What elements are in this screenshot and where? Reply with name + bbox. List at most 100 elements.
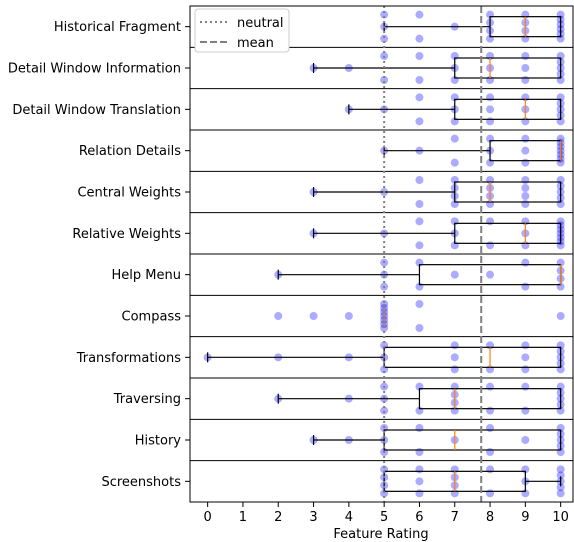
y-tick-label: Screenshots [101, 475, 181, 490]
data-point [450, 353, 459, 362]
data-point [344, 312, 353, 320]
y-tick-label: Relation Details [79, 144, 181, 159]
data-point [521, 158, 530, 167]
x-axis-label: Feature Rating [333, 527, 428, 542]
data-point [521, 365, 530, 374]
data-point [556, 312, 565, 320]
data-point [556, 489, 565, 498]
data-point [486, 424, 495, 432]
data-point [521, 382, 530, 391]
data-point [486, 93, 495, 102]
x-tick-label: 4 [345, 510, 353, 525]
data-point [380, 34, 389, 43]
data-point [486, 105, 495, 114]
data-point [415, 52, 424, 60]
data-point [556, 483, 565, 492]
y-tick-label: History [135, 434, 182, 449]
data-point [521, 146, 530, 155]
data-point [309, 312, 318, 320]
data-point [450, 134, 459, 143]
data-point [521, 258, 530, 267]
data-point [415, 217, 424, 226]
data-point [380, 406, 389, 415]
y-tick-label: Historical Fragment [54, 20, 181, 35]
data-point [486, 448, 495, 456]
data-point [486, 382, 495, 391]
data-point [521, 341, 530, 350]
x-tick-label: 2 [274, 510, 282, 525]
data-point [450, 270, 459, 279]
data-point [415, 34, 424, 43]
legend: neutral mean [194, 8, 290, 53]
y-tick-label: Central Weights [77, 186, 181, 201]
rows-layer [190, 46, 573, 462]
data-point [415, 300, 424, 308]
data-point [556, 465, 565, 474]
data-point [556, 471, 565, 480]
data-point [486, 465, 495, 474]
iqr-box [454, 98, 562, 120]
data-point [521, 436, 530, 444]
data-point [521, 353, 530, 362]
iqr-box [383, 429, 562, 451]
data-point [521, 176, 530, 184]
y-tick-label: Help Menu [112, 268, 181, 283]
data-point [415, 93, 424, 102]
y-tick-label: Transformations [76, 351, 182, 366]
data-point [521, 282, 530, 291]
x-tick-label: 9 [521, 510, 529, 525]
data-point [415, 117, 424, 126]
y-tick-label: Detail Window Information [8, 62, 181, 77]
data-point [486, 241, 495, 250]
data-point [380, 10, 389, 19]
data-point [415, 76, 424, 84]
data-point [415, 324, 424, 332]
data-point [415, 10, 424, 19]
x-tick-label: 6 [415, 510, 423, 525]
data-point [486, 217, 495, 226]
data-point [450, 365, 459, 374]
data-point [521, 64, 530, 72]
data-point [380, 76, 389, 84]
legend-neutral-label: neutral [237, 16, 284, 31]
data-point [521, 184, 530, 192]
data-point [521, 406, 530, 415]
data-point [450, 158, 459, 167]
data-point [486, 270, 495, 279]
plot-frame [189, 5, 574, 503]
iqr-box [418, 388, 562, 410]
x-tick-label: 3 [309, 510, 317, 525]
data-point [415, 489, 424, 498]
data-point [521, 134, 530, 143]
x-tick-label: 8 [486, 510, 494, 525]
data-point [486, 406, 495, 415]
data-point [450, 341, 459, 350]
iqr-box [454, 57, 562, 79]
legend-mean-label: mean [237, 36, 274, 51]
y-axis: Historical Fragment Detail Window Informa… [8, 20, 190, 490]
data-point [415, 448, 424, 456]
y-tick-label: Detail Window Translation [12, 103, 181, 118]
y-tick-label: Compass [122, 310, 182, 325]
data-point [380, 300, 389, 308]
data-point [415, 477, 424, 486]
iqr-box [454, 222, 562, 244]
x-axis: 0 1 2 3 4 5 6 7 8 9 10 [204, 502, 569, 525]
data-point [521, 76, 530, 84]
y-tick-label: Traversing [113, 392, 181, 407]
data-point [415, 465, 424, 474]
x-tick-label: 7 [451, 510, 459, 525]
data-point [415, 424, 424, 432]
data-point [415, 176, 424, 184]
x-tick-label: 1 [239, 510, 247, 525]
x-tick-label: 0 [204, 510, 212, 525]
data-point [486, 117, 495, 126]
x-tick-label: 10 [552, 510, 569, 525]
data-point [274, 312, 283, 320]
iqr-box [454, 181, 562, 203]
data-point [521, 192, 530, 200]
reference-lines [383, 6, 483, 502]
data-point [486, 489, 495, 498]
data-point [415, 200, 424, 208]
